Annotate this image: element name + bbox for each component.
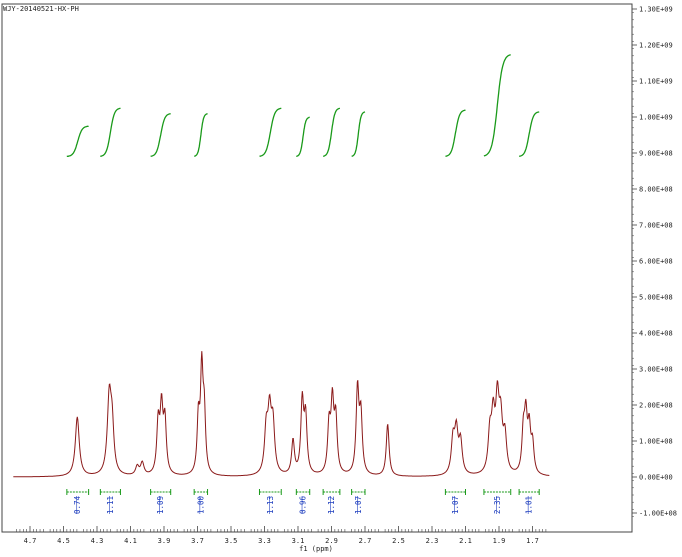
x-tick-label: 3.7	[191, 537, 204, 545]
y-tick-label: 1.30E+09	[639, 6, 673, 14]
x-tick-label: 3.9	[158, 537, 171, 545]
y-tick-label: 5.00E+08	[639, 294, 673, 302]
y-tick-label: 8.00E+08	[639, 186, 673, 194]
x-tick-label: 3.3	[258, 537, 271, 545]
y-tick-label: 7.00E+08	[639, 222, 673, 230]
x-tick-label: 2.9	[325, 537, 338, 545]
integral-curve	[193, 113, 208, 157]
integral-curve	[351, 111, 366, 157]
y-tick-label: 4.00E+08	[639, 330, 673, 338]
x-tick-label: 1.9	[493, 537, 506, 545]
sample-title: WJY-20140521-HX-PH	[3, 5, 79, 13]
integral-curve	[445, 109, 466, 157]
integral-value-label: 1.00	[196, 495, 205, 514]
y-tick-label: 1.20E+09	[639, 42, 673, 50]
x-tick-label: 4.1	[124, 537, 137, 545]
integral-curve	[66, 125, 89, 158]
integral-curve	[100, 107, 121, 157]
integral-value-label: 0.74	[73, 495, 82, 514]
y-tick-label: 1.10E+09	[639, 78, 673, 86]
y-tick-label: 6.00E+08	[639, 258, 673, 266]
spectrum-trace	[13, 351, 550, 478]
x-tick-label: 2.5	[392, 537, 405, 545]
integral-value-label: 2.35	[493, 496, 502, 514]
integral-value-label: 1.07	[451, 496, 460, 514]
integral-value-label: 1.01	[525, 496, 534, 514]
integral-value-label: 1.13	[266, 496, 275, 514]
x-tick-label: 4.7	[24, 537, 37, 545]
x-tick-label: 2.3	[426, 537, 439, 545]
integral-curve	[296, 116, 310, 157]
y-tick-label: 9.00E+08	[639, 150, 673, 158]
x-tick-label: 2.1	[459, 537, 472, 545]
integral-curve	[483, 54, 511, 157]
integral-layer: 0.74 1.11 1.09 1.00 1.13 0.96 1.12 1.07 1.07 2.35…	[66, 54, 540, 514]
integral-value-label: 1.12	[327, 496, 336, 514]
spectrum-layer	[13, 351, 550, 478]
integral-curve	[259, 107, 282, 157]
x-tick-label: 3.5	[225, 537, 238, 545]
integral-curve	[322, 107, 341, 157]
x-tick-label: 4.5	[57, 537, 70, 545]
y-tick-label: 2.00E+08	[639, 402, 673, 410]
axis-layer: 4.7 4.5 4.3 4.1 3.9 3.7 3.5 3.3 3.1 2.9 2.7 2.5 2.3 2…	[1, 3, 677, 545]
integral-value-label: 1.07	[354, 496, 363, 514]
integral-value-label: 0.96	[299, 495, 308, 514]
y-tick-label: 0.00E+00	[639, 474, 673, 482]
x-axis-label: f1 (ppm)	[299, 545, 333, 553]
x-tick-label: 4.3	[91, 537, 104, 545]
x-tick-label: 1.7	[526, 537, 539, 545]
x-tick-label: 2.7	[359, 537, 372, 545]
integral-curve	[150, 113, 171, 157]
y-tick-label: -1.00E+08	[639, 510, 677, 518]
integral-curve	[518, 111, 540, 157]
plot-frame	[1, 3, 633, 533]
y-tick-label: 1.00E+08	[639, 438, 673, 446]
integral-value-label: 1.11	[106, 496, 115, 514]
integral-value-label: 1.09	[156, 496, 165, 514]
y-tick-label: 3.00E+08	[639, 366, 673, 374]
x-tick-label: 3.1	[292, 537, 305, 545]
y-tick-label: 1.00E+09	[639, 114, 673, 122]
